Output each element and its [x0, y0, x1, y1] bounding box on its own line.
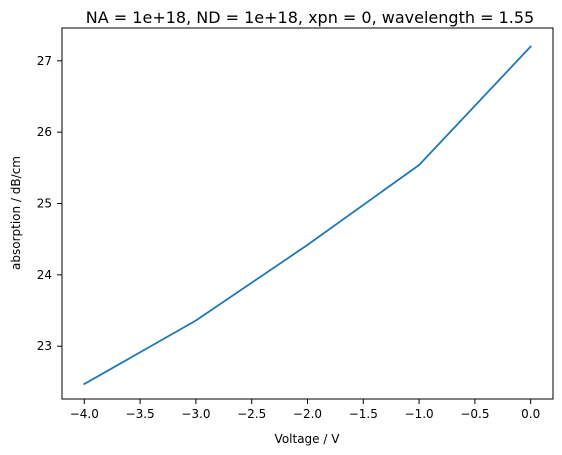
y-axis-label: absorption / dB/cm — [9, 156, 23, 270]
x-tick-label: −1.5 — [349, 407, 378, 421]
x-axis-ticks: −4.0 −3.5 −3.0 −2.5 −2.0 −1.5 −1.0 −0.5 0.0 — [70, 399, 540, 421]
chart-title: NA = 1e+18, ND = 1e+18, xpn = 0, wavelen… — [86, 8, 534, 27]
y-axis-ticks: 23 24 25 26 27 — [37, 54, 62, 353]
x-tick-label: −4.0 — [70, 407, 99, 421]
series-layer — [83, 45, 532, 386]
y-tick-label: 23 — [37, 339, 52, 353]
x-tick-label: −3.0 — [181, 407, 210, 421]
x-tick-label: −2.5 — [237, 407, 266, 421]
x-tick-label: −2.0 — [293, 407, 322, 421]
x-axis-label: Voltage / V — [275, 432, 341, 446]
x-tick-label: 0.0 — [521, 407, 540, 421]
y-tick-label: 27 — [37, 54, 52, 68]
series-line — [83, 45, 532, 386]
x-tick-label: −1.0 — [405, 407, 434, 421]
y-tick-label: 25 — [37, 197, 52, 211]
y-tick-label: 24 — [37, 268, 52, 282]
plot-frame — [61, 27, 554, 400]
x-tick-label: −0.5 — [460, 407, 489, 421]
x-tick-label: −3.5 — [126, 407, 155, 421]
y-tick-label: 26 — [37, 125, 52, 139]
